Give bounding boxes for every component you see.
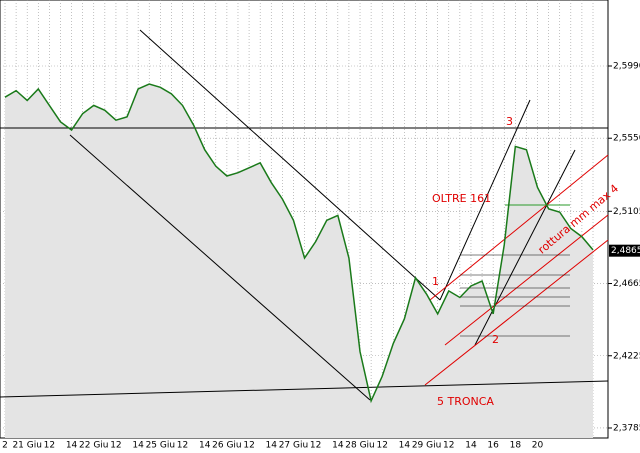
- x-tick-label: 2: [2, 441, 8, 451]
- x-tick-label: 27 Giu: [279, 441, 309, 451]
- x-tick-label: 12: [177, 441, 188, 451]
- impulse-line-2: [474, 149, 576, 346]
- channel-bottom: [69, 134, 371, 401]
- x-tick-label: 12: [110, 441, 121, 451]
- x-tick-label: 28 Giu: [345, 441, 375, 451]
- annotation: 5 TRONCA: [437, 395, 494, 408]
- price-line: [4, 83, 594, 404]
- price-area: [5, 84, 593, 439]
- y-tick-label: 2,4665: [613, 279, 640, 289]
- x-tick-label: 12: [44, 441, 55, 451]
- x-tick-label: 25 Giu: [146, 441, 176, 451]
- y-tick-label: 2,5990: [613, 61, 640, 71]
- x-tick-label: 12: [443, 441, 454, 451]
- x-tick-label: 20: [532, 441, 544, 451]
- annotation: 3: [506, 115, 513, 128]
- support-line: [0, 380, 609, 398]
- x-tick-label: 16: [487, 441, 499, 451]
- x-tick-label: 14: [132, 441, 144, 451]
- red-channel-bottom: [424, 239, 609, 386]
- y-tick-label: 2,5105: [613, 207, 640, 217]
- y-tick-label: 2,4225: [613, 351, 640, 361]
- x-tick-label: 12: [243, 441, 254, 451]
- x-tick-label: 21 Giu: [12, 441, 42, 451]
- x-tick-label: 18: [510, 441, 522, 451]
- annotation: OLTRE 161: [432, 192, 491, 205]
- x-tick-label: 12: [376, 441, 387, 451]
- x-tick-label: 14: [199, 441, 211, 451]
- x-tick-label: 22 Giu: [79, 441, 109, 451]
- x-tick-label: 26 Giu: [212, 441, 242, 451]
- current-price-label: 2,4865: [611, 246, 640, 256]
- impulse-line: [439, 99, 531, 301]
- annotation: 1: [432, 275, 439, 288]
- x-tick-label: 14: [266, 441, 278, 451]
- y-tick-label: 2,5550: [613, 134, 640, 144]
- y-tick-label: 2,3785: [613, 423, 640, 433]
- x-tick-label: 14: [66, 441, 78, 451]
- trendlines: [0, 29, 609, 401]
- channel-top: [139, 29, 441, 301]
- x-tick-label: 14: [399, 441, 411, 451]
- x-tick-label: 14: [465, 441, 477, 451]
- x-tick-label: 12: [310, 441, 321, 451]
- x-tick-label: 14: [332, 441, 344, 451]
- annotation: 2: [492, 333, 499, 346]
- x-tick-label: 29 Giu: [412, 441, 442, 451]
- current-price-box: [609, 244, 640, 257]
- red-channel-top: [429, 154, 609, 301]
